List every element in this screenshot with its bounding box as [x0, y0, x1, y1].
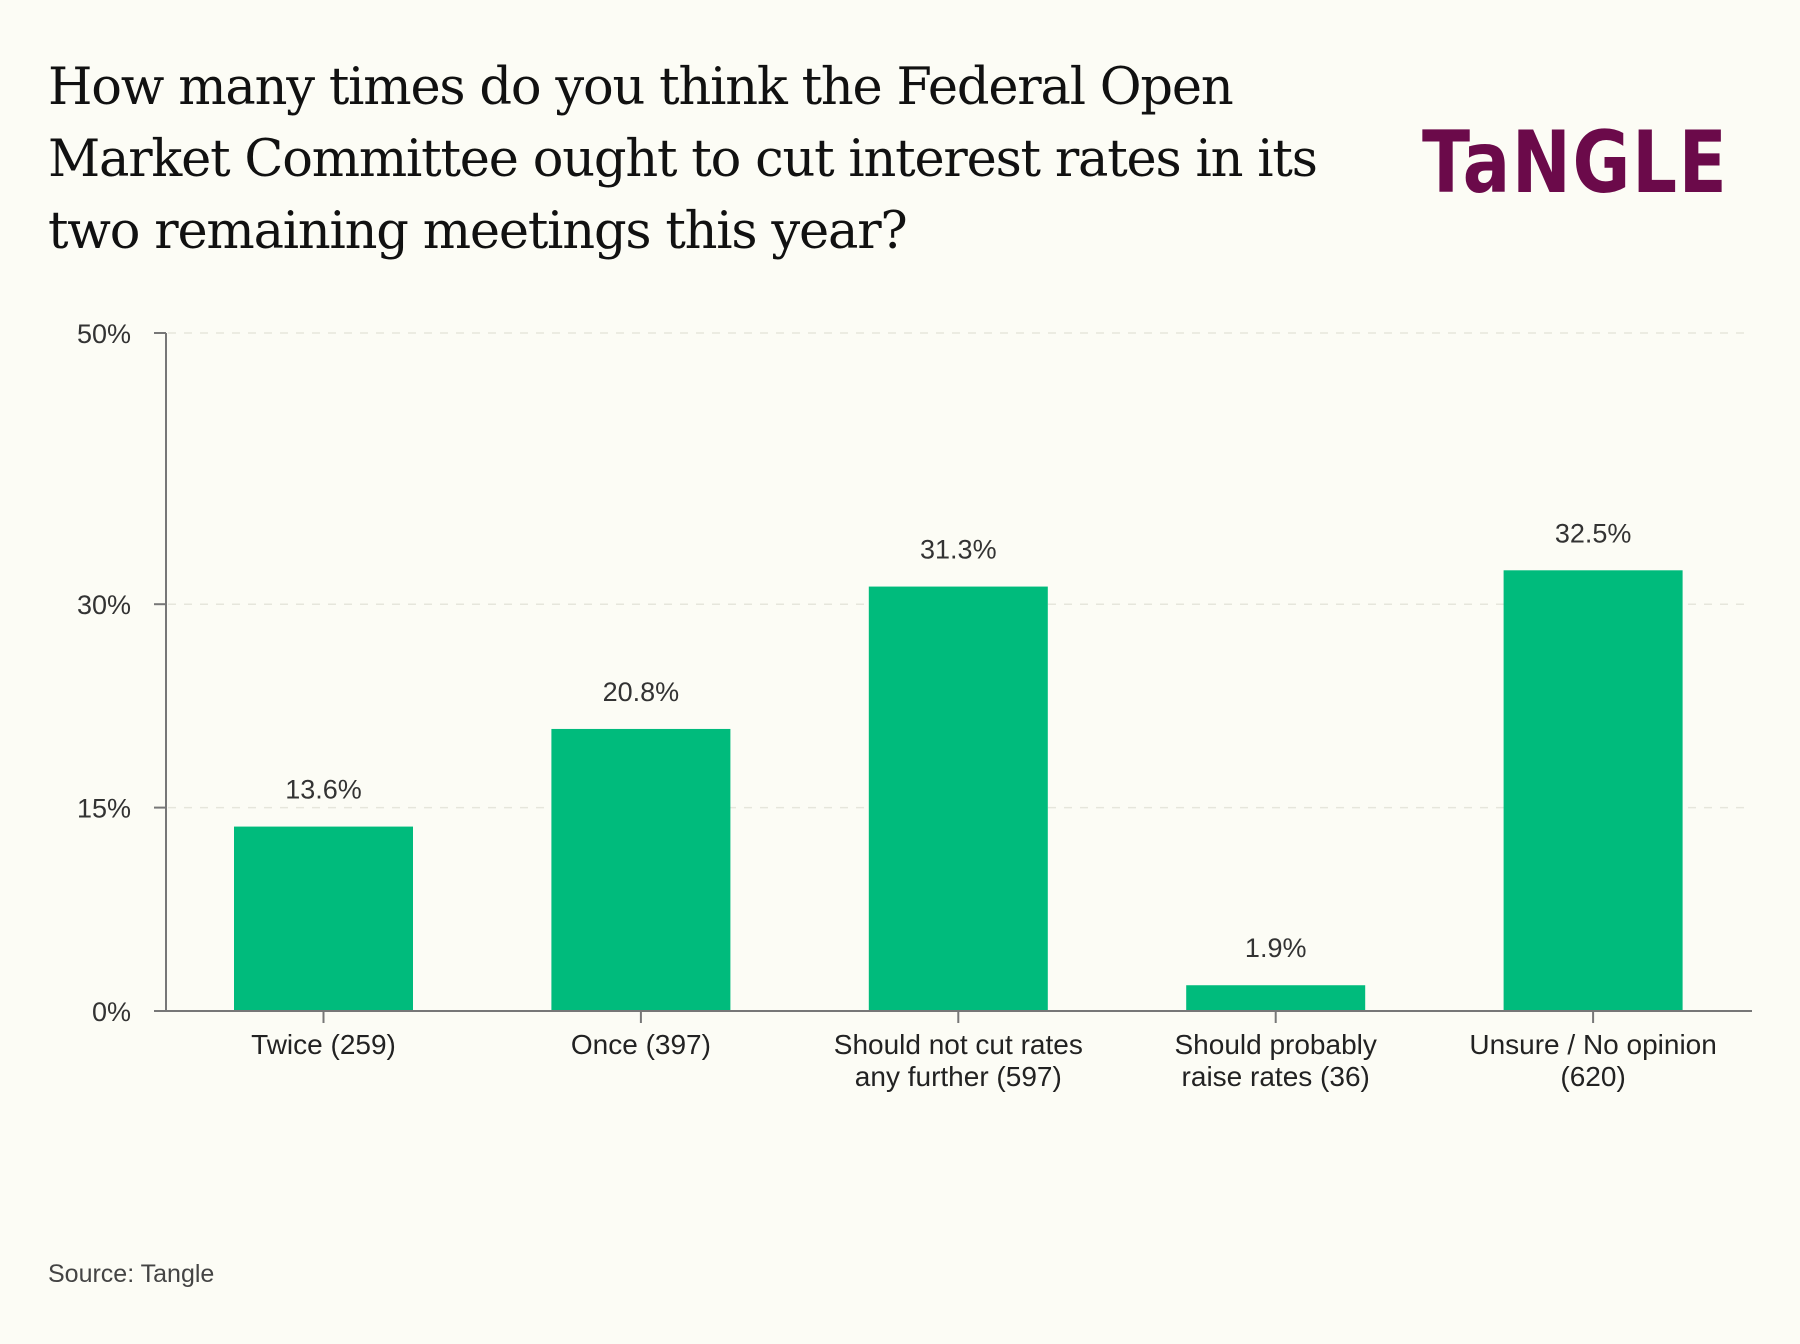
category-label: raise rates (36) [1182, 1061, 1370, 1092]
chart-title: How many times do you think the Federal … [48, 52, 1348, 268]
y-tick-label: 0% [92, 997, 131, 1027]
category-label: Once (397) [571, 1029, 711, 1060]
category-label: Should probably [1175, 1029, 1377, 1060]
title-line-3: two remaining meetings this year? [48, 202, 908, 261]
category-label: Should not cut rates [834, 1029, 1083, 1060]
bar-4 [1503, 570, 1683, 1011]
tangle-logo: TaNGLE [1422, 113, 1729, 213]
bar-1 [551, 728, 731, 1011]
category-label: Twice (259) [251, 1029, 396, 1060]
y-tick-label: 15% [77, 794, 131, 824]
value-label: 20.8% [603, 677, 680, 707]
bar-3 [1186, 985, 1366, 1011]
value-label: 1.9% [1245, 933, 1307, 963]
title-line-1: How many times do you think the Federal … [48, 58, 1234, 117]
category-label: any further (597) [855, 1061, 1062, 1092]
y-tick-label: 30% [77, 590, 131, 620]
y-tick-label: 50% [77, 319, 131, 349]
value-label: 13.6% [285, 775, 362, 805]
bar-2 [868, 586, 1048, 1011]
source-note: Source: Tangle [48, 1260, 215, 1288]
title-line-2: Market Committee ought to cut interest r… [48, 130, 1318, 189]
category-label: Unsure / No opinion [1469, 1029, 1716, 1060]
value-label: 31.3% [920, 535, 997, 565]
bar-0 [234, 826, 413, 1011]
value-label: 32.5% [1555, 518, 1632, 548]
category-label: (620) [1560, 1061, 1625, 1092]
